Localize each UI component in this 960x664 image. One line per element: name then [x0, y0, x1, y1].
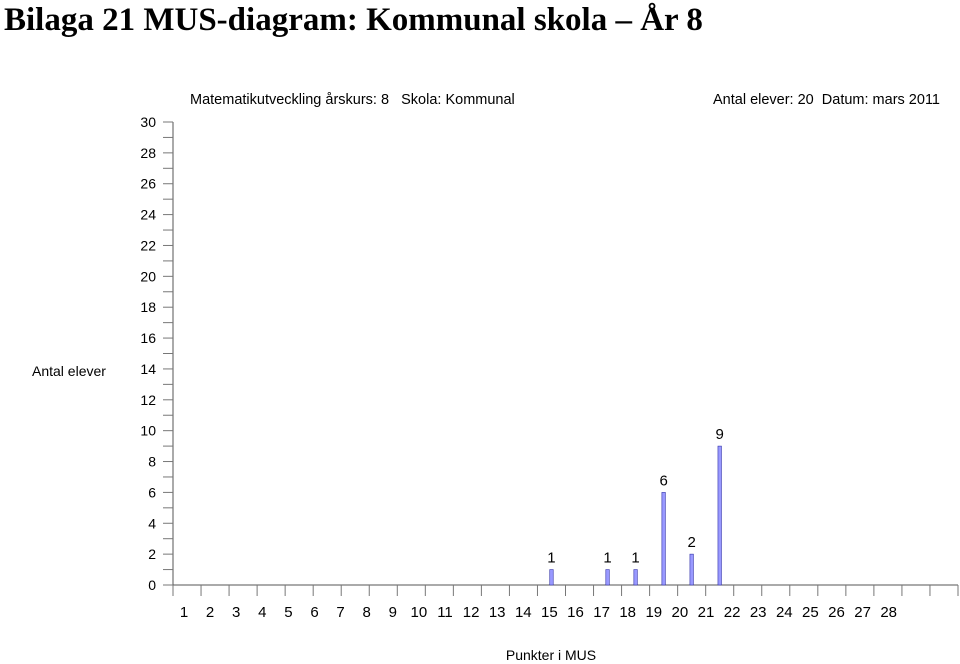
x-axis-tick-label: 21	[698, 604, 715, 621]
x-axis-tick-label: 2	[206, 604, 214, 621]
bar	[549, 569, 554, 586]
x-axis-tick-label: 18	[619, 604, 636, 621]
x-axis-tick-labels: 1 2 3 4 5 6 7 8 9 10 11 12 13 14 15 16 17 18 19 20 21 22 23 24 2…	[180, 604, 897, 621]
x-axis-tick-label: 3	[232, 604, 240, 621]
y-axis-tick-label: 24	[140, 207, 156, 223]
x-axis-tick-label: 1	[180, 604, 188, 621]
bar	[633, 569, 638, 586]
x-axis-tick-label: 9	[389, 604, 397, 621]
x-axis-tick-label: 27	[854, 604, 871, 621]
y-axis-tick-label: 2	[148, 546, 156, 562]
x-axis-tick-label: 22	[724, 604, 741, 621]
y-axis-tick-label: 26	[140, 176, 156, 192]
y-axis-tick-label: 22	[140, 237, 156, 253]
x-axis-tick-label: 4	[258, 604, 266, 621]
bar	[605, 569, 610, 586]
y-axis-title: Antal elever	[32, 363, 106, 379]
bar	[661, 492, 666, 586]
y-axis-tick-label: 6	[148, 484, 156, 500]
bar-value-labels: 1 1 1 6 2 9	[547, 426, 724, 566]
x-axis-tick-label: 23	[750, 604, 767, 621]
y-axis-tick-label: 0	[148, 577, 156, 593]
y-axis-tick-label: 14	[140, 361, 156, 377]
y-axis-tick-label: 30	[140, 114, 156, 130]
x-axis-tick-label: 19	[645, 604, 662, 621]
y-axis-ticks	[163, 121, 173, 586]
x-axis-ticks	[172, 585, 959, 596]
bar-value-label: 2	[687, 534, 695, 551]
x-axis-tick-label: 13	[489, 604, 506, 621]
x-axis-tick-label: 5	[284, 604, 292, 621]
y-axis-tick-label: 28	[140, 145, 156, 161]
x-axis-tick-label: 20	[672, 604, 689, 621]
x-axis-tick-label: 10	[411, 604, 428, 621]
x-axis-tick-label: 16	[567, 604, 584, 621]
x-axis-tick-label: 28	[880, 604, 897, 621]
y-axis-tick-label: 12	[140, 392, 156, 408]
bar	[717, 445, 722, 586]
chart-header-left: Matematikutveckling årskurs: 8 Skola: Ko…	[190, 92, 515, 108]
y-axis-tick-label: 4	[148, 515, 156, 531]
x-axis-tick-label: 15	[541, 604, 558, 621]
chart-header-right: Antal elever: 20 Datum: mars 2011	[713, 92, 940, 108]
bar-value-label: 1	[631, 550, 639, 567]
page-title: Bilaga 21 MUS-diagram: Kommunal skola – …	[4, 2, 703, 38]
y-axis-tick-label: 16	[140, 330, 156, 346]
bar-value-label: 9	[716, 426, 724, 443]
x-axis-tick-label: 7	[336, 604, 344, 621]
bar-value-label: 1	[547, 550, 555, 567]
x-axis-tick-label: 25	[802, 604, 819, 621]
y-axis-tick-label: 20	[140, 268, 156, 284]
bar	[689, 553, 694, 586]
y-axis-tick-label: 8	[148, 454, 156, 470]
axis-lines	[172, 122, 958, 586]
bar-value-label: 1	[603, 550, 611, 567]
x-axis-tick-label: 17	[593, 604, 610, 621]
y-axis-tick-label: 18	[140, 299, 156, 315]
bars	[549, 445, 722, 586]
x-axis-tick-label: 6	[310, 604, 318, 621]
x-axis-tick-label: 14	[515, 604, 532, 621]
x-axis-title: Punkter i MUS	[506, 647, 596, 663]
bar-value-label: 6	[659, 472, 667, 489]
y-axis-tick-label: 10	[140, 423, 156, 439]
x-axis-tick-label: 24	[776, 604, 793, 621]
x-axis-tick-label: 8	[363, 604, 371, 621]
x-axis-tick-label: 11	[437, 604, 453, 621]
x-axis-tick-label: 26	[828, 604, 845, 621]
x-axis-tick-label: 12	[463, 604, 480, 621]
